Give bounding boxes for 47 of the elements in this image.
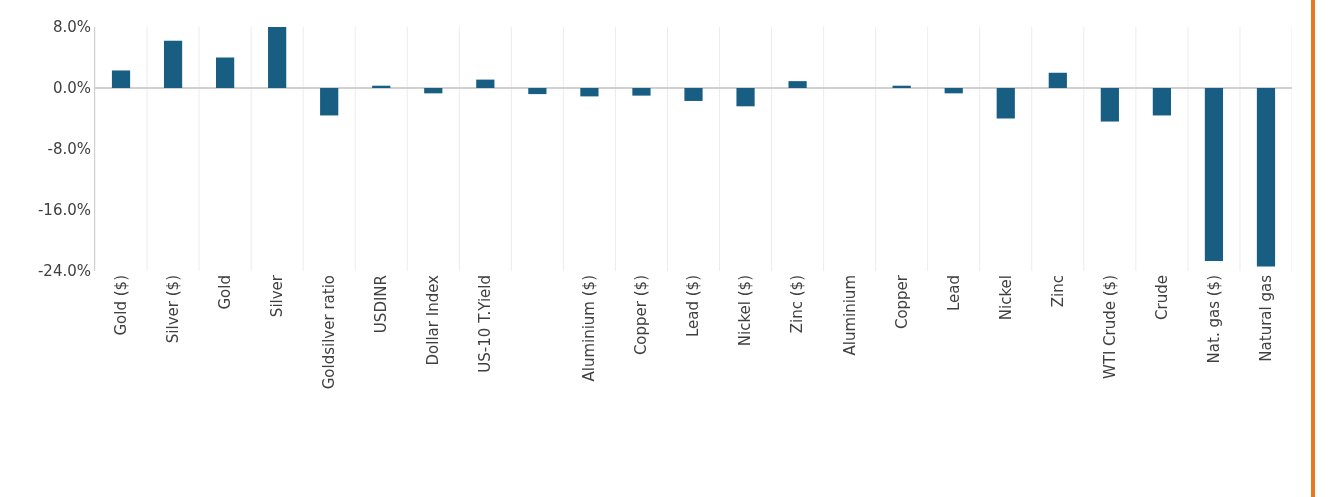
x-tick-label: Aluminium ($) [580, 275, 599, 382]
x-tick-label: Nickel [996, 275, 1015, 321]
x-tick-label: Lead [944, 275, 963, 312]
x-tick-label: Copper [892, 274, 911, 330]
bar [1152, 88, 1171, 116]
bar [320, 88, 339, 116]
x-tick-label: Nickel ($) [736, 275, 755, 347]
y-tick-label: 8.0% [52, 18, 91, 37]
bar [268, 27, 287, 88]
x-tick-label: Nat. gas ($) [1204, 275, 1223, 364]
x-tick-label: USDINR [372, 275, 391, 334]
bar [1048, 72, 1067, 88]
x-tick-label: Zinc ($) [788, 275, 807, 334]
bar [684, 88, 703, 101]
x-tick-label: Lead ($) [684, 275, 703, 338]
x-tick-label: WTI Crude ($) [1100, 275, 1119, 380]
bar [632, 88, 651, 96]
bar [1100, 88, 1119, 122]
x-tick-label: Silver ($) [163, 275, 182, 344]
y-tick-label: -8.0% [47, 140, 91, 159]
x-tick-label: Gold [215, 275, 234, 310]
y-tick-label: 0.0% [52, 79, 91, 98]
bar [111, 70, 131, 88]
bar [1204, 88, 1224, 262]
bar [944, 88, 963, 94]
x-tick-label: Aluminium [840, 275, 859, 356]
bar [580, 88, 599, 97]
y-tick-label: -16.0% [37, 201, 91, 220]
bar [476, 79, 495, 88]
bar [163, 40, 183, 88]
x-tick-label: Goldsilver ratio [320, 275, 339, 390]
x-tick-label: Silver [268, 274, 287, 318]
x-tick-label: Natural gas [1256, 274, 1275, 362]
bar [424, 88, 443, 94]
y-tick-label: -24.0% [37, 262, 91, 281]
bar [1256, 88, 1276, 267]
bar [528, 88, 547, 95]
x-tick-label: Gold ($) [111, 275, 130, 336]
x-tick-label: Copper ($) [632, 275, 651, 356]
x-tick-label: US-10 T.Yield [476, 275, 495, 373]
x-tick-label: Dollar Index [424, 274, 443, 366]
x-tick-label: Crude [1152, 275, 1171, 320]
bar [736, 88, 755, 107]
bar [996, 88, 1015, 119]
bar [216, 57, 235, 88]
bar [788, 81, 807, 88]
x-tick-label: Zinc [1048, 275, 1067, 308]
